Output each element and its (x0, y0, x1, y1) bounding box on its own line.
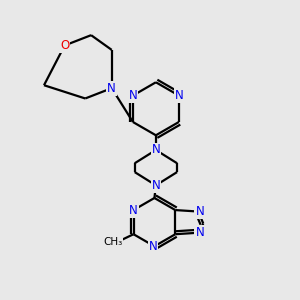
Text: N: N (195, 226, 204, 239)
Text: N: N (107, 82, 116, 95)
Text: N: N (195, 205, 204, 218)
Text: N: N (148, 240, 157, 253)
Text: CH₃: CH₃ (103, 237, 122, 247)
Text: N: N (129, 89, 137, 102)
Text: N: N (175, 89, 183, 102)
Text: N: N (129, 204, 138, 217)
Text: N: N (152, 179, 160, 192)
Text: O: O (60, 39, 69, 52)
Text: N: N (152, 143, 160, 157)
